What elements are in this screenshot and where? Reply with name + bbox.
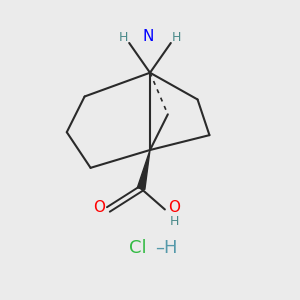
Text: H: H xyxy=(172,31,182,44)
Polygon shape xyxy=(137,150,150,190)
Text: O: O xyxy=(93,200,105,215)
Text: N: N xyxy=(143,29,154,44)
Text: O: O xyxy=(168,200,180,215)
Text: Cl: Cl xyxy=(129,239,147,257)
Text: H: H xyxy=(170,215,179,228)
Text: H: H xyxy=(118,31,128,44)
Text: –H: –H xyxy=(155,239,178,257)
